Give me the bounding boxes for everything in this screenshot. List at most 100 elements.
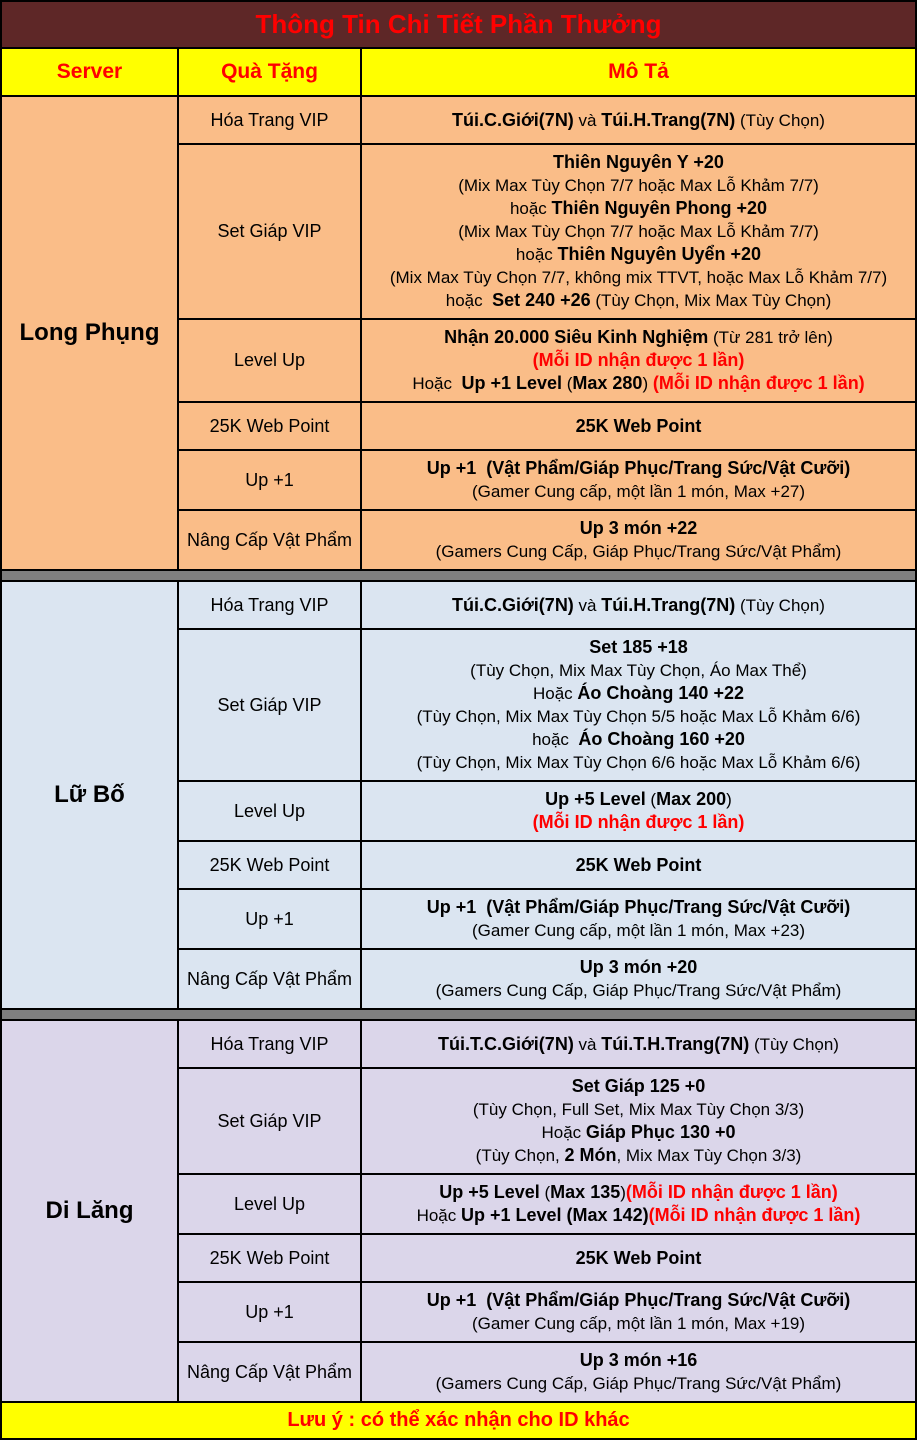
text-segment: (Mỗi ID nhận được 1 lần) (532, 812, 745, 832)
gift-description: 25K Web Point (362, 842, 915, 888)
description-line: (Tùy Chọn, Mix Max Tùy Chọn 6/6 hoặc Max… (417, 751, 861, 774)
reward-row: Level Up Up +5 Level (Max 135)(Mỗi ID nhậ… (179, 1175, 915, 1235)
text-segment: Up +1 Level (461, 373, 562, 393)
description-line: (Tùy Chọn, 2 Món, Mix Max Tùy Chọn 3/3) (476, 1144, 802, 1167)
section-rows: Hóa Trang VIP Túi.C.Giới(7N) và Túi.H.Tra… (179, 582, 915, 1008)
text-segment: Giáp Phục 130 +0 (585, 1122, 736, 1142)
text-segment: Up +1 Level (Max 142) (460, 1205, 649, 1225)
description-line: Up +1 (Vật Phẩm/Giáp Phục/Trang Sức/Vật … (427, 1289, 850, 1312)
text-segment: 25K Web Point (575, 415, 702, 436)
reward-row: Set Giáp VIP Thiên Nguyên Y +20 (Mix Max T… (179, 145, 915, 320)
description-line: (Tùy Chọn, Mix Max Tùy Chọn 5/5 hoặc Max… (417, 705, 861, 728)
text-segment: Áo Choàng 140 +22 (577, 683, 744, 703)
description-line: hoặc Áo Choàng 160 +20 (532, 728, 745, 751)
description-line: (Gamers Cung Cấp, Giáp Phục/Trang Sức/Vậ… (436, 1372, 842, 1395)
server-name: Lữ Bố (2, 582, 179, 1008)
gift-description: Up 3 món +20 (Gamers Cung Cấp, Giáp Phục/… (362, 950, 915, 1008)
text-segment: Max 280 (572, 373, 643, 393)
text-segment: (Tùy Chọn, Full Set, Mix Max Tùy Chọn 3/… (472, 1100, 805, 1119)
gift-name: Nâng Cấp Vật Phẩm (179, 511, 362, 569)
column-header-row: Server Quà Tặng Mô Tả (2, 49, 915, 97)
gift-name: Level Up (179, 320, 362, 401)
text-segment: hoặc (509, 199, 552, 218)
text-segment: Set 185 +18 (589, 637, 688, 657)
text-segment: (Gamer Cung cấp, một lần 1 món, Max +27) (471, 482, 806, 501)
description-line: (Tùy Chọn, Full Set, Mix Max Tùy Chọn 3/… (473, 1098, 804, 1121)
description-line: Up +5 Level (Max 135)(Mỗi ID nhận được 1… (439, 1181, 838, 1204)
gift-description: 25K Web Point (362, 1235, 915, 1281)
gift-name: Set Giáp VIP (179, 1069, 362, 1173)
description-line: (Gamer Cung cấp, một lần 1 món, Max +23) (472, 919, 805, 942)
text-segment: Up 3 món +16 (579, 1350, 698, 1370)
reward-row: 25K Web Point 25K Web Point (179, 1235, 915, 1283)
reward-row: 25K Web Point 25K Web Point (179, 842, 915, 890)
text-segment: (Gamers Cung Cấp, Giáp Phục/Trang Sức/Vậ… (435, 542, 842, 561)
text-segment: hoặc (445, 291, 493, 310)
gift-name: Up +1 (179, 890, 362, 948)
footer-note: Lưu ý : có thể xác nhận cho ID khác (2, 1401, 915, 1438)
gift-name: 25K Web Point (179, 1235, 362, 1281)
description-line: hoặc Thiên Nguyên Uyển +20 (516, 243, 761, 266)
description-line: (Mỗi ID nhận được 1 lần) (533, 811, 745, 834)
text-segment: Túi.T.H.Trang(7N) (601, 1033, 750, 1054)
description-line: (Mỗi ID nhận được 1 lần) (533, 349, 745, 372)
gift-description: Nhận 20.000 Siêu Kinh Nghiệm (Từ 281 trở… (362, 320, 915, 401)
description-line: (Mix Max Tùy Chọn 7/7 hoặc Max Lỗ Khảm 7… (458, 220, 819, 243)
description-line: Hoặc Up +1 Level (Max 142)(Mỗi ID nhận đ… (417, 1204, 861, 1227)
text-segment: Up 3 món +22 (579, 518, 698, 538)
gift-name: Set Giáp VIP (179, 145, 362, 318)
description-line: Túi.T.C.Giới(7N) và Túi.T.H.Trang(7N) (T… (438, 1033, 839, 1056)
gift-name: Level Up (179, 1175, 362, 1233)
text-segment: (Mỗi ID nhận được 1 lần) (648, 1205, 861, 1225)
description-line: Hoặc Áo Choàng 140 +22 (533, 682, 744, 705)
text-segment: (Tùy Chọn, Mix Max Tùy Chọn 5/5 hoặc Max… (416, 707, 861, 726)
description-line: hoặc Set 240 +26 (Tùy Chọn, Mix Max Tùy … (446, 289, 831, 312)
reward-row: Nâng Cấp Vật Phẩm Up 3 món +16 (Gamers Cun… (179, 1343, 915, 1401)
description-line: (Gamers Cung Cấp, Giáp Phục/Trang Sức/Vậ… (436, 979, 842, 1002)
server-section: Di Lăng Hóa Trang VIP Túi.T.C.Giới(7N) và … (2, 1021, 915, 1401)
section-rows: Hóa Trang VIP Túi.T.C.Giới(7N) và Túi.T.H… (179, 1021, 915, 1401)
description-line: (Mix Max Tùy Chọn 7/7 hoặc Max Lỗ Khảm 7… (458, 174, 819, 197)
gift-description: Up 3 món +16 (Gamers Cung Cấp, Giáp Phục/… (362, 1343, 915, 1401)
text-segment: (Gamer Cung cấp, một lần 1 món, Max +19) (471, 1314, 806, 1333)
description-line: Hoặc Up +1 Level (Max 280) (Mỗi ID nhận … (412, 372, 864, 395)
text-segment: (Gamer Cung cấp, một lần 1 món, Max +23) (471, 921, 806, 940)
description-line: (Mix Max Tùy Chọn 7/7, không mix TTVT, h… (390, 266, 887, 289)
text-segment: (Tùy Chọn, Mix Max Tùy Chọn 6/6 hoặc Max… (416, 753, 861, 772)
text-segment: Túi.T.C.Giới(7N) (438, 1033, 574, 1054)
description-line: Túi.C.Giới(7N) và Túi.H.Trang(7N) (Tùy C… (452, 109, 825, 132)
text-segment: (Gamers Cung Cấp, Giáp Phục/Trang Sức/Vậ… (435, 1374, 842, 1393)
gift-name: Nâng Cấp Vật Phẩm (179, 950, 362, 1008)
gift-description: Túi.C.Giới(7N) và Túi.H.Trang(7N) (Tùy C… (362, 97, 915, 143)
gift-description: Set 185 +18 (Tùy Chọn, Mix Max Tùy Chọn, … (362, 630, 915, 780)
gift-name: 25K Web Point (179, 842, 362, 888)
text-segment: và (573, 110, 602, 130)
text-segment: (Tùy Chọn, (475, 1146, 565, 1165)
text-segment: Up +1 (Vật Phẩm/Giáp Phục/Trang Sức/Vật … (426, 897, 851, 917)
text-segment: Up +5 Level (439, 1182, 540, 1202)
text-segment: Set Giáp 125 +0 (571, 1076, 706, 1096)
section-separator (2, 569, 915, 582)
server-name: Long Phụng (2, 97, 179, 569)
description-line: 25K Web Point (576, 1247, 702, 1270)
reward-row: Hóa Trang VIP Túi.C.Giới(7N) và Túi.H.Tra… (179, 97, 915, 145)
section-separator (2, 1008, 915, 1021)
text-segment: 25K Web Point (575, 1247, 702, 1268)
description-line: hoặc Thiên Nguyên Phong +20 (510, 197, 767, 220)
description-line: Hoặc Giáp Phục 130 +0 (542, 1121, 736, 1144)
reward-row: Level Up Up +5 Level (Max 200) (Mỗi ID nhậ… (179, 782, 915, 842)
text-segment: hoặc (515, 245, 558, 264)
text-segment: Túi.H.Trang(7N) (601, 594, 736, 615)
gift-description: Túi.C.Giới(7N) và Túi.H.Trang(7N) (Tùy C… (362, 582, 915, 628)
column-header-description: Mô Tả (608, 60, 669, 83)
text-segment: và (573, 1034, 602, 1054)
text-segment: Hoặc (533, 684, 578, 703)
text-segment: ( (645, 790, 657, 809)
reward-row: Up +1 Up +1 (Vật Phẩm/Giáp Phục/Trang Sức… (179, 451, 915, 511)
description-line: 25K Web Point (576, 415, 702, 438)
text-segment: 25K Web Point (575, 854, 702, 875)
text-segment: (Tùy Chọn, Mix Max Tùy Chọn) (590, 291, 832, 310)
text-segment: Túi.C.Giới(7N) (452, 109, 574, 130)
text-segment: 2 Món (564, 1145, 617, 1165)
